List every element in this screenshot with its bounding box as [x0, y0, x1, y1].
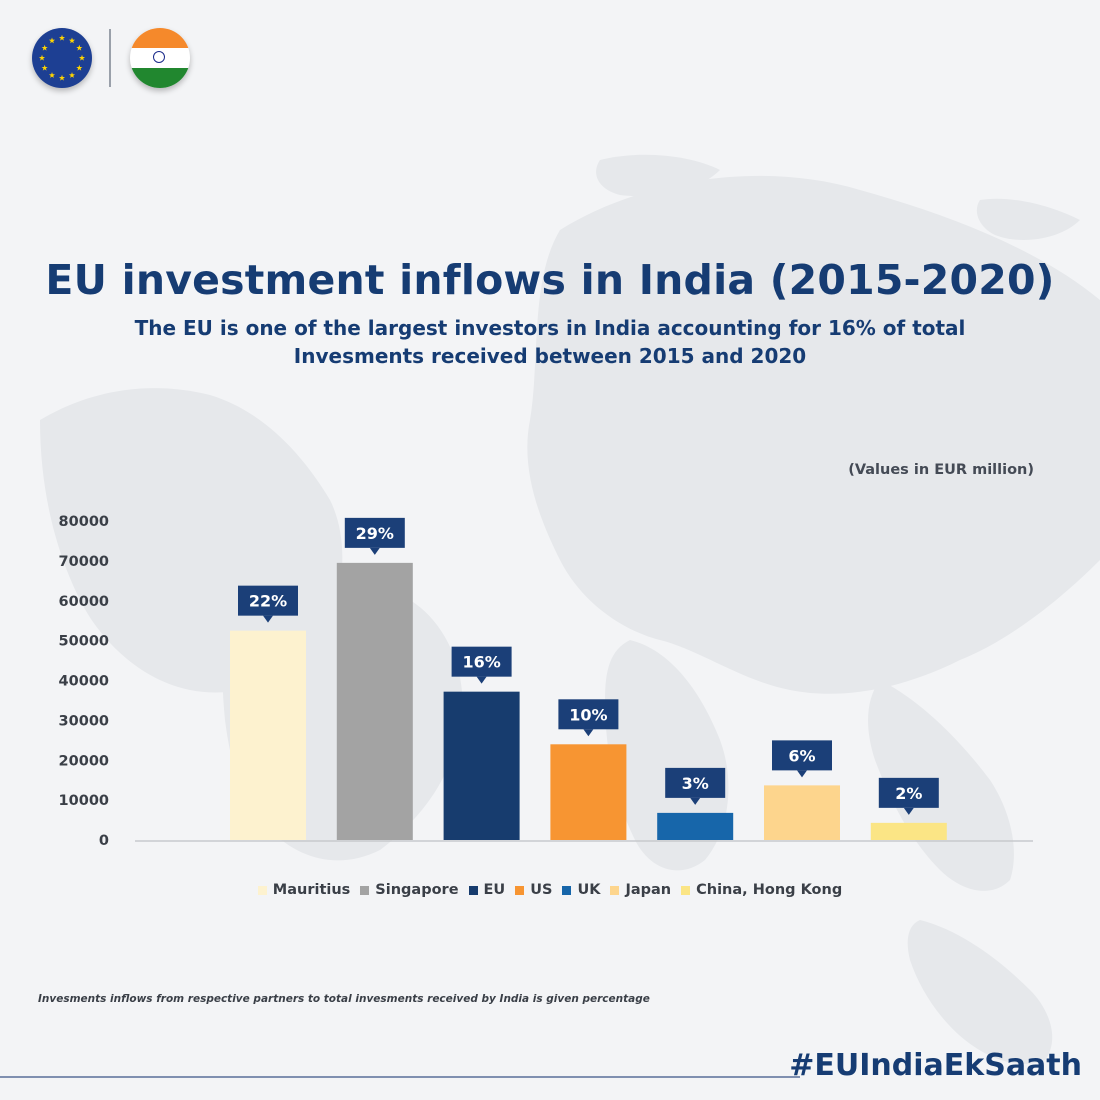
y-tick-label: 60000: [59, 594, 109, 610]
percent-label: 10%: [569, 705, 607, 724]
y-tick-label: 10000: [59, 793, 109, 809]
callout-pointer: [797, 770, 807, 778]
logo-divider: [109, 29, 111, 87]
legend-swatch: [360, 885, 370, 895]
page-title: EU investment inflows in India (2015-202…: [45, 256, 1055, 304]
legend-item: EU: [468, 882, 506, 898]
chart-legend: Mauritius Singapore EU US UK Japan China, Hong…: [0, 882, 1100, 898]
bar-uk: [657, 812, 734, 840]
percent-label: 22%: [249, 592, 287, 611]
percent-callout-singapore: 29%: [344, 517, 405, 555]
legend-swatch: [515, 885, 525, 895]
percent-callout-china-hong-kong: 2%: [878, 777, 939, 815]
india-flag-icon: [130, 28, 190, 88]
percent-callout-japan: 6%: [772, 740, 832, 778]
subtitle-line-2: Invesments received between 2015 and 202…: [293, 344, 807, 368]
callout-box: [665, 767, 726, 798]
legend-item: China, Hong Kong: [681, 882, 842, 898]
page-subtitle: The EU is one of the largest investors i…: [70, 314, 1030, 370]
callout-box: [558, 699, 619, 730]
callout-box: [878, 777, 939, 808]
bar-japan: [764, 785, 840, 840]
callout-pointer: [263, 615, 273, 623]
legend-item: Mauritius: [257, 882, 351, 898]
percent-label: 3%: [682, 774, 709, 793]
legend-swatch: [257, 885, 267, 895]
percent-callout-eu: 16%: [451, 646, 512, 684]
callout-box: [344, 517, 405, 548]
footnote: Invesments inflows from respective partn…: [38, 993, 650, 1005]
percent-callout-uk: 3%: [665, 767, 726, 805]
legend-label: US: [530, 882, 553, 898]
callout-pointer: [369, 547, 380, 555]
legend-label: China, Hong Kong: [696, 882, 843, 898]
bar-eu: [443, 691, 520, 840]
percent-callout-mauritius: 22%: [238, 585, 298, 623]
footer-divider: [0, 1076, 800, 1078]
subtitle-line-1: The EU is one of the largest investors i…: [134, 316, 966, 340]
callout-pointer: [690, 797, 701, 805]
bar-singapore: [336, 562, 413, 840]
bar-us: [550, 744, 627, 840]
callout-box: [772, 740, 832, 771]
callout-box: [451, 646, 512, 677]
bar-china-hong-kong: [870, 822, 947, 840]
y-tick-label: 30000: [59, 713, 109, 729]
y-tick-label: 70000: [59, 554, 109, 570]
callout-pointer: [903, 807, 914, 815]
percent-callout-us: 10%: [558, 699, 619, 737]
legend-swatch: [681, 885, 691, 895]
legend-item: Japan: [610, 882, 671, 898]
y-tick-label: 40000: [59, 674, 109, 690]
legend-swatch: [610, 885, 620, 895]
legend-item: UK: [562, 882, 600, 898]
percent-label: 2%: [895, 784, 922, 803]
legend-label: Singapore: [375, 882, 459, 898]
percent-label: 6%: [788, 746, 815, 765]
y-tick-label: 80000: [59, 514, 109, 530]
callout-pointer: [476, 676, 487, 684]
y-tick-label: 20000: [59, 753, 109, 769]
bar-mauritius: [230, 630, 306, 840]
logos: [32, 28, 190, 88]
percent-label: 16%: [462, 653, 500, 672]
eu-flag-icon: [32, 28, 92, 88]
y-tick-label: 50000: [59, 634, 109, 650]
legend-swatch: [468, 885, 478, 895]
legend-item: US: [515, 882, 552, 898]
legend-label: Mauritius: [272, 882, 351, 898]
percent-label: 29%: [356, 524, 394, 543]
legend-label: Japan: [625, 882, 672, 898]
callout-box: [238, 585, 298, 616]
units-note: (Values in EUR million): [848, 462, 1034, 478]
legend-label: EU: [483, 882, 506, 898]
legend-item: Singapore: [360, 882, 459, 898]
legend-swatch: [562, 885, 572, 895]
bar-chart: 80000 70000 60000 50000 40000 30000 20000 10000…: [59, 514, 1033, 849]
y-tick-label: 0: [99, 833, 109, 849]
callout-pointer: [583, 729, 594, 737]
hashtag: #EUIndiaEkSaath: [789, 1048, 1082, 1083]
legend-label: UK: [577, 882, 601, 898]
